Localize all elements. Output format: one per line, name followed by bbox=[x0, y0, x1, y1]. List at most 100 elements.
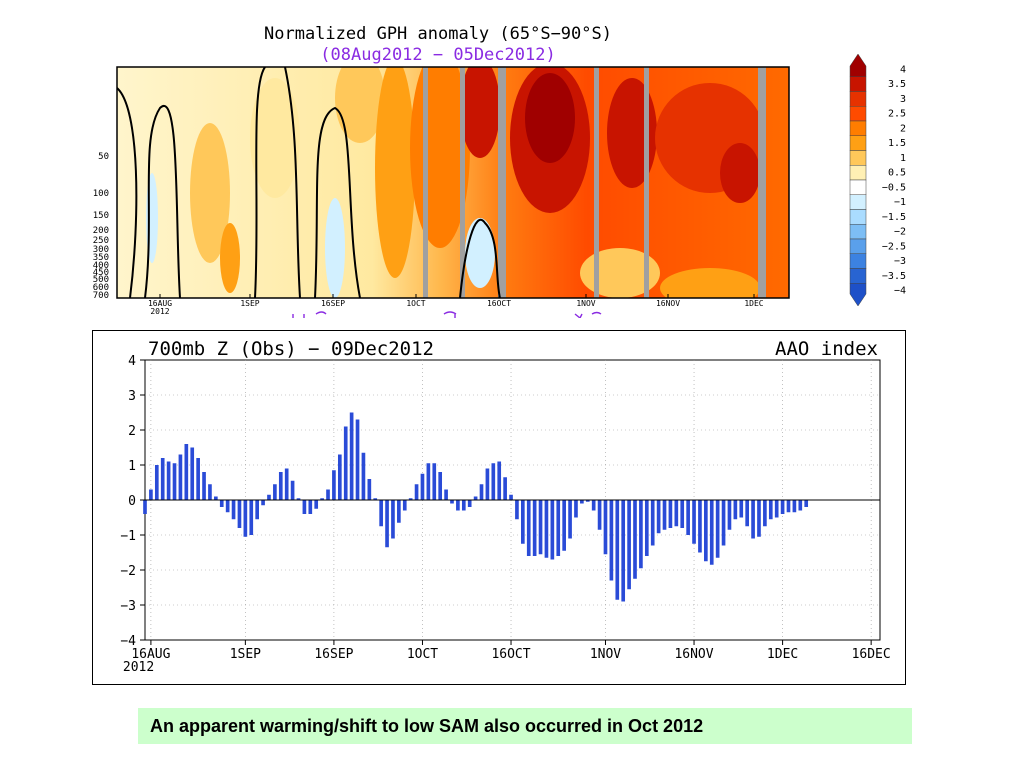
aao-bar bbox=[609, 500, 614, 581]
colorbar-cell bbox=[849, 165, 867, 181]
aao-bar bbox=[444, 489, 448, 500]
aao-bar bbox=[154, 465, 159, 500]
aao-bar bbox=[379, 500, 383, 527]
missing-column bbox=[460, 67, 465, 298]
bar-x-tick-label: 16NOV bbox=[674, 647, 713, 662]
colorbar-label: 2 bbox=[900, 123, 906, 134]
colorbar-cell bbox=[849, 120, 867, 136]
aao-bar bbox=[497, 461, 502, 500]
aao-bar bbox=[237, 500, 242, 528]
aao-bar bbox=[515, 500, 519, 520]
aao-bar bbox=[698, 500, 702, 553]
colorbar-cell bbox=[849, 135, 867, 151]
aao-bar bbox=[408, 498, 413, 500]
aao-bar bbox=[149, 489, 153, 500]
aao-bar bbox=[621, 500, 626, 602]
aao-bar bbox=[574, 500, 578, 518]
zero-contour bbox=[117, 87, 138, 298]
aao-bar bbox=[509, 494, 513, 500]
heatmap-y-tick: 600 bbox=[93, 283, 109, 293]
bar-x-tick-label: 1NOV bbox=[590, 647, 621, 662]
aao-bar bbox=[184, 444, 189, 500]
missing-column bbox=[758, 67, 766, 298]
aao-bar bbox=[692, 500, 696, 544]
aao-bar bbox=[438, 472, 443, 500]
colorbar-cell bbox=[849, 106, 867, 122]
colorbar-cell bbox=[849, 224, 867, 240]
aao-bar bbox=[355, 419, 360, 500]
aao-bar bbox=[290, 480, 295, 500]
zero-contour bbox=[254, 67, 266, 298]
bar-y-tick-label: −2 bbox=[120, 564, 136, 579]
aao-bar bbox=[786, 500, 791, 513]
bar-y-tick-label: −1 bbox=[120, 529, 136, 544]
heatmap-blob bbox=[220, 223, 240, 293]
gph-anomaly-heatmap: Normalized GPH anomaly (65°S−90°S) (08Au… bbox=[93, 24, 790, 318]
heatmap-x-tick-label: 16SEP bbox=[321, 299, 345, 308]
colorbar-label: 3.5 bbox=[888, 79, 906, 90]
aao-bar bbox=[503, 477, 507, 500]
bar-y-tick-label: 2 bbox=[128, 424, 136, 439]
heatmap-x-tick-label: 1DEC bbox=[744, 299, 763, 308]
aao-bar bbox=[727, 500, 732, 530]
aao-bar bbox=[485, 468, 490, 500]
colorbar-cell bbox=[849, 150, 867, 166]
heatmap-y-tick: 500 bbox=[93, 275, 109, 285]
aao-bar bbox=[639, 500, 643, 569]
aao-bar bbox=[267, 494, 271, 500]
aao-bar bbox=[721, 500, 726, 546]
aao-bar bbox=[467, 500, 472, 507]
bar-chart-title: 700mb Z (Obs) − 09Dec2012 bbox=[148, 338, 434, 360]
aao-bar bbox=[432, 463, 437, 500]
aao-bar bbox=[763, 500, 767, 527]
heatmap-blob bbox=[460, 67, 500, 158]
aao-bar bbox=[668, 500, 673, 528]
aao-bar bbox=[715, 500, 720, 558]
aao-bar bbox=[314, 500, 319, 509]
aao-bar bbox=[792, 500, 797, 513]
heatmap-y-tick: 450 bbox=[93, 268, 109, 278]
heatmap-blob bbox=[607, 78, 657, 188]
aao-bar bbox=[273, 484, 277, 500]
aao-bar bbox=[249, 500, 254, 535]
heatmap-x-tick-label: 16AUG bbox=[148, 299, 172, 308]
aao-bar bbox=[456, 500, 460, 511]
aao-bar bbox=[202, 472, 206, 500]
aao-bar bbox=[172, 463, 177, 500]
aao-bar bbox=[373, 498, 378, 500]
aao-bar bbox=[757, 500, 761, 537]
heatmap-x-tick-label: 1SEP bbox=[240, 299, 259, 308]
cropped-text-fragment bbox=[292, 311, 602, 318]
colorbar-cell bbox=[849, 91, 867, 107]
bar-x-tick-label: 16SEP bbox=[314, 647, 353, 662]
aao-bar bbox=[780, 500, 785, 514]
heatmap-subtitle: (08Aug2012 − 05Dec2012) bbox=[320, 45, 555, 65]
heatmap-blob bbox=[335, 67, 385, 143]
colorbar-label: −2.5 bbox=[882, 241, 906, 252]
aao-bar bbox=[391, 500, 395, 539]
colorbar-cell bbox=[849, 238, 867, 254]
heatmap-blob bbox=[660, 268, 760, 298]
bar-x-tick-label: 16DEC bbox=[852, 647, 891, 662]
heatmap-y-tick: 700 bbox=[93, 291, 109, 301]
aao-bar bbox=[739, 500, 744, 518]
aao-bar bbox=[704, 500, 708, 562]
aao-bar bbox=[662, 500, 667, 530]
aao-bar bbox=[332, 470, 336, 500]
colorbar-label: −2 bbox=[894, 227, 906, 238]
aao-chart-frame: 700mb Z (Obs) − 09Dec2012 AAO index 4 3 2 1… bbox=[92, 330, 906, 685]
bar-y-tick-label: 0 bbox=[128, 494, 136, 509]
colorbar-cell bbox=[849, 53, 867, 77]
aao-bar bbox=[550, 500, 555, 560]
aao-bar bbox=[166, 461, 171, 500]
colorbar-label: −3 bbox=[894, 256, 906, 267]
colorbar-label: −0.5 bbox=[882, 182, 906, 193]
colorbar-cell bbox=[849, 268, 867, 284]
aao-bar bbox=[804, 500, 809, 507]
aao-bar bbox=[597, 500, 602, 530]
aao-bar bbox=[768, 500, 773, 520]
missing-column bbox=[498, 67, 506, 298]
heatmap-x-tick-label: 2012 bbox=[150, 307, 169, 316]
bar-y-tick-label: −3 bbox=[120, 599, 136, 614]
aao-bar bbox=[633, 500, 637, 579]
